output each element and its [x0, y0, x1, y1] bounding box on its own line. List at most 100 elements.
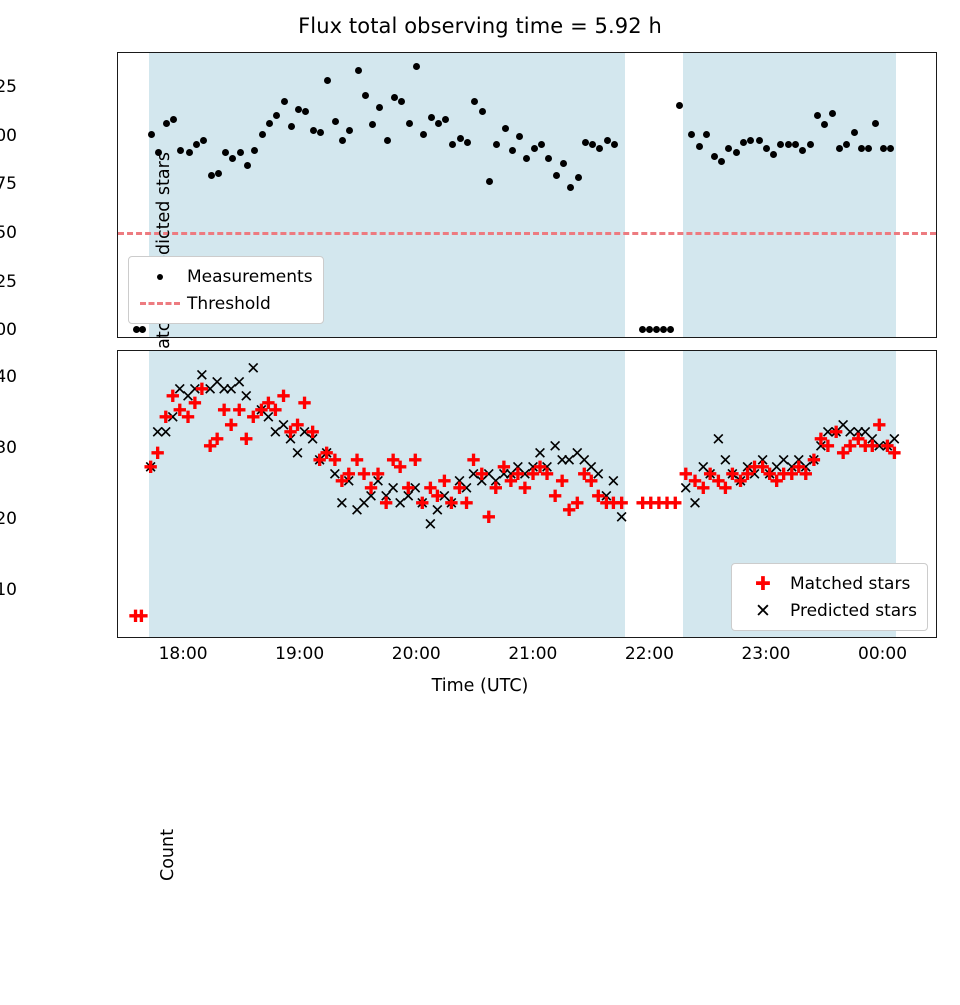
predicted-star-marker: ✕: [423, 514, 438, 535]
measurement-point: [266, 119, 274, 127]
measurement-point: [566, 183, 574, 191]
matched-star-marker: ✚: [668, 493, 683, 514]
predicted-star-marker: ✕: [392, 493, 408, 514]
predicted-star-marker: ✕: [887, 429, 902, 450]
bottom-y-axis-tick-label: 10: [0, 579, 17, 600]
top-y-axis-tick-label: 1.00: [0, 125, 17, 146]
measurement-point: [368, 121, 376, 129]
predicted-star-marker: ✕: [143, 458, 158, 479]
measurement-point: [851, 129, 859, 137]
measurement-point: [214, 170, 222, 178]
measurement-point: [725, 144, 733, 152]
predicted-star-marker: ✕: [385, 479, 401, 500]
matched-star-marker: ✚: [635, 493, 650, 514]
matched-star-marker: ✚: [880, 436, 895, 457]
predicted-star-marker: ✕: [762, 465, 777, 486]
measurement-point: [185, 148, 193, 156]
measurement-point: [163, 119, 171, 127]
predicted-star-marker: ✕: [268, 422, 283, 443]
measurement-point: [595, 144, 603, 152]
measurement-point: [155, 148, 163, 156]
measurement-point: [872, 119, 880, 127]
predicted-star-marker: ✕: [239, 387, 254, 408]
matched-star-marker: ✚: [678, 465, 693, 486]
legend-item-threshold[interactable]: Threshold: [137, 290, 313, 317]
matched-star-marker: ✚: [143, 458, 158, 479]
matched-star-marker: ✚: [887, 443, 902, 464]
matched-star-marker: ✚: [851, 429, 866, 450]
matched-star-marker: ✚: [747, 458, 762, 479]
predicted-star-marker: ✕: [180, 387, 196, 408]
measurement-point: [310, 127, 318, 135]
measurement-point: [435, 119, 443, 127]
measurement-point: [653, 325, 661, 333]
matched-star-marker: ✚: [532, 458, 548, 479]
predicted-star-marker: ✕: [842, 422, 858, 443]
shaded-observing-band-2: [683, 53, 896, 337]
matched-star-marker: ✚: [194, 380, 210, 401]
predicted-star-marker: ✕: [430, 500, 445, 521]
predicted-star-marker: ✕: [297, 422, 312, 443]
matched-star-marker: ✚: [696, 479, 711, 500]
measurement-point: [660, 325, 668, 333]
predicted-star-marker: ✕: [408, 479, 423, 500]
matched-star-marker: ✚: [165, 387, 180, 408]
matched-star-marker: ✚: [452, 479, 467, 500]
measurement-point: [820, 121, 828, 129]
matched-star-marker: ✚: [711, 472, 726, 493]
measurement-point: [711, 152, 719, 160]
measurement-point: [133, 325, 141, 333]
threshold-line: [118, 231, 936, 235]
x-axis-tick-label: 19:00: [275, 644, 325, 664]
measurement-point: [324, 76, 332, 84]
predicted-star-marker: ✕: [444, 493, 459, 514]
predicted-star-marker: ✕: [733, 472, 748, 493]
legend-label-predicted-stars: Predicted stars: [790, 600, 917, 621]
matched-star-marker: ✚: [209, 429, 225, 450]
matched-star-marker: ✚: [356, 465, 372, 486]
top-panel-axes: Matched/Predicted stars Measurements Thr…: [117, 52, 937, 364]
measurement-point: [295, 105, 303, 113]
legend-item-predicted-stars[interactable]: ✕ Predicted stars: [740, 597, 917, 624]
predicted-star-marker: ✕: [725, 465, 740, 486]
measurement-point: [332, 117, 340, 125]
measurement-point: [843, 140, 851, 148]
measurement-point: [646, 325, 654, 333]
shaded-observing-band-1: [149, 351, 626, 637]
matched-star-marker: ✚: [261, 394, 276, 415]
predicted-star-marker: ✕: [209, 372, 225, 393]
predicted-star-marker: ✕: [687, 493, 703, 514]
measurement-point: [405, 119, 413, 127]
matched-star-marker: ✚: [232, 401, 247, 422]
matched-star-marker: ✚: [290, 415, 305, 436]
measurement-point: [428, 113, 436, 121]
predicted-star-marker: ✕: [488, 472, 503, 493]
measurement-point: [192, 140, 200, 148]
measurement-point: [829, 109, 837, 117]
x-axis-title: Time (UTC): [431, 676, 529, 696]
predicted-star-marker: ✕: [158, 422, 173, 443]
predicted-star-marker: ✕: [172, 380, 187, 401]
matched-star-marker: ✚: [828, 422, 844, 443]
matched-star-marker: ✚: [437, 472, 452, 493]
predicted-star-marker: ✕: [370, 472, 386, 493]
predicted-star-marker: ✕: [481, 465, 496, 486]
predicted-star-marker: ✕: [570, 443, 585, 464]
matched-star-marker: ✚: [517, 479, 532, 500]
matched-star-marker: ✚: [570, 493, 585, 514]
matched-star-marker: ✚: [370, 465, 386, 486]
matched-star-marker: ✚: [835, 443, 851, 464]
predicted-star-marker: ✕: [312, 451, 327, 472]
predicted-star-marker: ✕: [798, 458, 813, 479]
predicted-star-marker: ✕: [599, 486, 614, 507]
predicted-star-marker: ✕: [452, 472, 467, 493]
matched-star-marker: ✚: [341, 465, 356, 486]
figure-canvas: Flux total observing time = 5.92 h Match…: [0, 14, 937, 881]
predicted-star-marker: ✕: [584, 458, 599, 479]
legend-item-measurements[interactable]: Measurements: [137, 263, 313, 290]
measurement-point: [486, 177, 494, 185]
matched-star-marker: ✚: [297, 394, 312, 415]
matched-star-marker: ✚: [202, 436, 218, 457]
matched-star-marker: ✚: [276, 387, 291, 408]
legend-item-matched-stars[interactable]: ✚ Matched stars: [740, 570, 917, 597]
